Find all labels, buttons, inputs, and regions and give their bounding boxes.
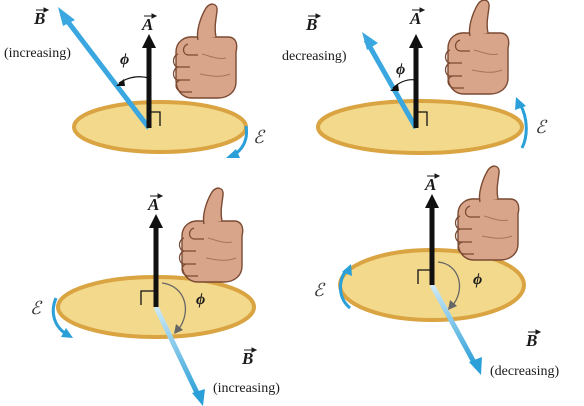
loop-disk [316,99,524,155]
angle-arc [161,282,187,331]
angle-phi-label: ϕ [473,271,482,288]
emf-label: ℰ [313,280,326,300]
right-angle-marker [417,269,433,284]
field-change-caption: (increasing) [213,381,280,396]
field-change-caption: decreasing) [282,49,347,64]
arrowhead-icon [448,300,457,310]
right-angle-marker [150,111,161,126]
magnetic-field-vector [429,283,479,368]
area-vector-label: A [141,15,153,34]
thumbs-up-hand-icon [444,0,510,95]
arrowhead-icon [409,34,423,48]
thumbs-up-hand-icon [454,165,520,261]
panel-top-left: ϕ A B (increasing) ℰ [4,3,266,158]
magnetic-field-vector [153,305,202,399]
emf-direction-arrow [518,103,528,149]
angle-phi-label: ϕ [196,291,205,308]
vector-overarrows [36,7,542,353]
angle-phi-label: ϕ [396,61,405,78]
arrowhead-icon [58,7,75,26]
arrowhead-icon [149,214,163,228]
field-vector-label: B [525,331,537,350]
angle-arc [392,79,417,89]
angle-phi-label: ϕ [120,51,129,68]
field-change-caption: (decreasing) [490,364,560,379]
emf-label: ℰ [535,117,548,137]
arrowhead-icon [61,328,73,338]
arrowhead-icon [142,34,156,48]
arrowhead-icon [226,149,240,158]
arrowhead-icon [515,97,526,110]
emf-direction-arrow [339,269,352,310]
arrowhead-icon [362,32,378,50]
thumbs-up-hand-icon [172,3,238,99]
emf-direction-arrow [51,297,67,336]
field-vector-label: B [33,9,45,28]
right-angle-marker [140,290,157,305]
area-vector-label: A [424,175,436,194]
arrowhead-icon [469,357,482,375]
emf-label: ℰ [30,298,43,318]
angle-arc [437,261,461,307]
arrowhead-icon [390,84,399,91]
field-vector-label: B [241,349,253,368]
loop-disk [72,100,248,154]
panel-bottom-right: ϕ A B (decreasing) ℰ [313,165,560,379]
arrowhead-icon [192,389,205,406]
area-vector-label: A [409,9,421,28]
arrowhead-icon [174,324,183,334]
field-vector-label: B [305,15,317,34]
arrowhead-icon [342,264,352,276]
panel-top-right: ϕ A B decreasing) ℰ [282,0,548,155]
arrowhead-icon [116,79,125,86]
arrowhead-icon [425,194,439,208]
emf-label: ℰ [253,127,266,147]
magnetic-field-vector [60,12,151,130]
field-change-caption: (increasing) [4,46,71,61]
thumbs-up-hand-icon [178,187,244,283]
magnetic-field-vector [363,38,419,130]
right-angle-marker [417,111,428,126]
panel-bottom-left: ϕ A B (increasing) ℰ [30,187,280,406]
area-vector-label: A [147,195,159,214]
